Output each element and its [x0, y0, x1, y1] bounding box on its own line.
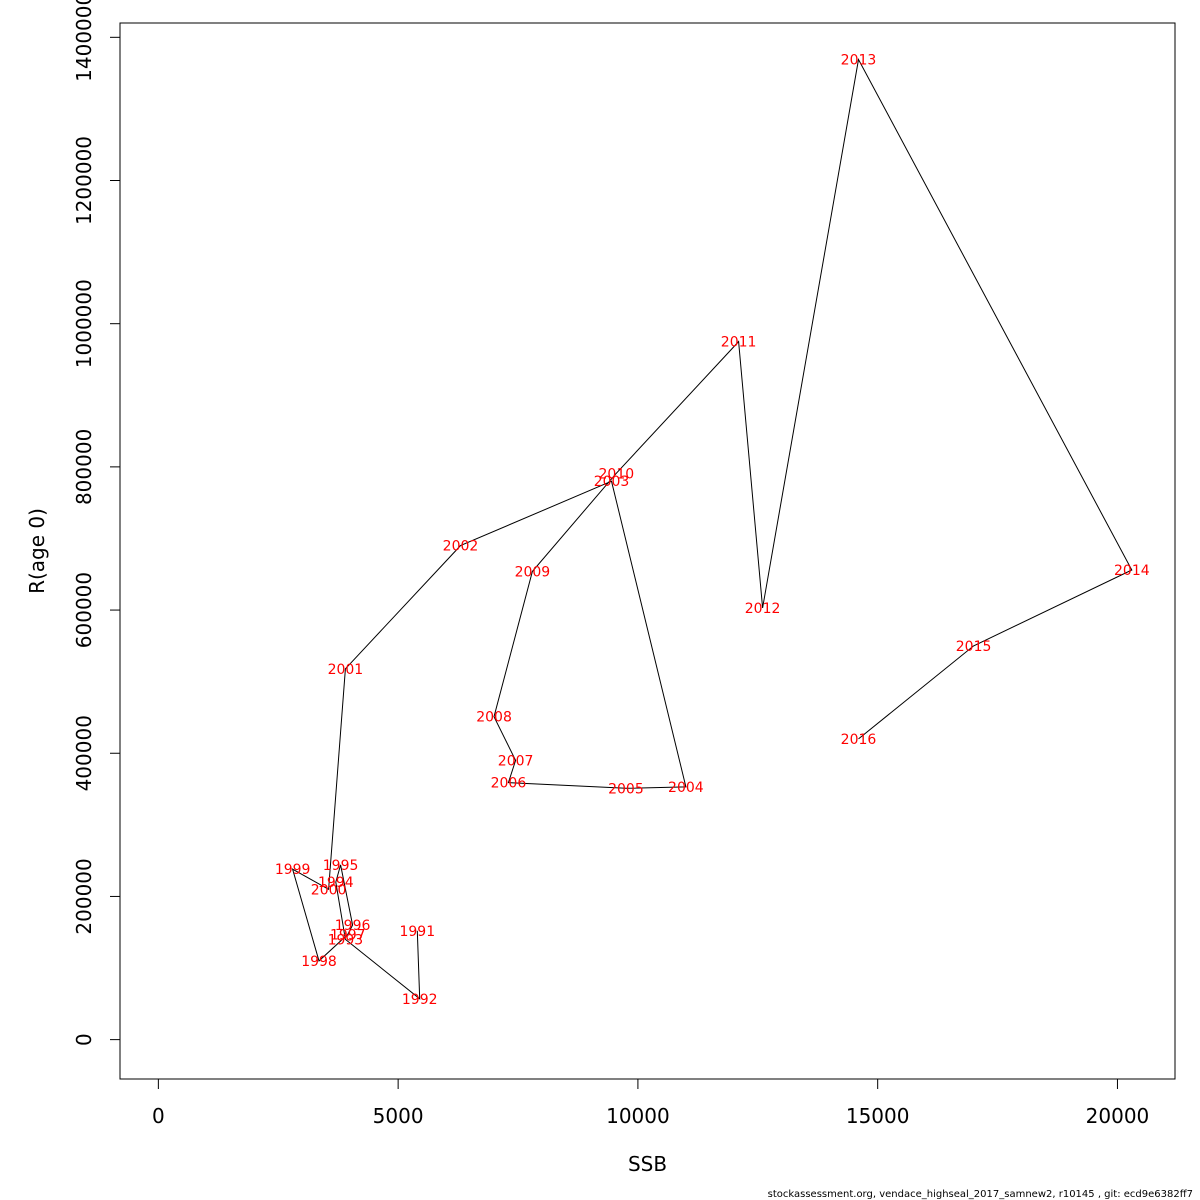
- y-tick-label: 1000000: [72, 279, 96, 368]
- point-label-1998: 1998: [301, 954, 337, 970]
- y-tick-label: 600000: [72, 572, 96, 648]
- point-label-2004: 2004: [668, 780, 704, 796]
- x-tick-label: 10000: [606, 1104, 670, 1128]
- x-tick-label: 5000: [373, 1104, 424, 1128]
- point-label-1994: 1994: [318, 875, 354, 891]
- point-label-2011: 2011: [721, 335, 757, 351]
- year-labels: 1991199219931994199519961997199819992000…: [275, 53, 1150, 1008]
- point-label-2016: 2016: [841, 732, 877, 748]
- point-label-2012: 2012: [745, 601, 781, 617]
- point-label-2008: 2008: [476, 710, 512, 726]
- point-label-2001: 2001: [328, 662, 364, 678]
- x-axis-title: SSB: [628, 1152, 667, 1176]
- point-label-2007: 2007: [498, 753, 534, 769]
- x-tick-label: 15000: [846, 1104, 910, 1128]
- point-label-1996: 1996: [335, 918, 371, 934]
- point-label-2014: 2014: [1114, 563, 1150, 579]
- y-tick-label: 1200000: [72, 136, 96, 225]
- point-label-1993: 1993: [328, 932, 364, 948]
- y-tick-label: 0: [72, 1033, 96, 1046]
- point-label-1992: 1992: [402, 992, 438, 1008]
- y-tick-label: 800000: [72, 429, 96, 505]
- x-tick-label: 0: [152, 1104, 165, 1128]
- point-label-1995: 1995: [323, 858, 359, 874]
- y-tick-label: 200000: [72, 858, 96, 934]
- point-label-1997: 1997: [330, 927, 366, 943]
- point-label-2009: 2009: [515, 564, 551, 580]
- point-label-2002: 2002: [443, 539, 479, 555]
- point-label-2005: 2005: [608, 781, 644, 797]
- point-label-2010: 2010: [599, 466, 635, 482]
- point-label-2015: 2015: [956, 639, 992, 655]
- footer-text: stockassessment.org, vendace_highseal_20…: [768, 1189, 1193, 1200]
- point-label-2000: 2000: [311, 882, 347, 898]
- point-label-1991: 1991: [399, 924, 435, 940]
- point-label-2006: 2006: [491, 776, 527, 792]
- y-tick-label: 400000: [72, 715, 96, 791]
- point-label-2003: 2003: [594, 474, 630, 490]
- x-tick-label: 20000: [1086, 1104, 1150, 1128]
- point-label-2013: 2013: [841, 53, 877, 69]
- trajectory-line: [291, 57, 1133, 1000]
- plot-frame: [119, 22, 1176, 1080]
- axes: 0 5000 10000 15000 2000002000004000006000008…: [72, 0, 1149, 1128]
- y-axis-title: R(age 0): [25, 508, 49, 594]
- point-label-1999: 1999: [275, 862, 311, 878]
- y-tick-label: 1400000: [72, 0, 96, 82]
